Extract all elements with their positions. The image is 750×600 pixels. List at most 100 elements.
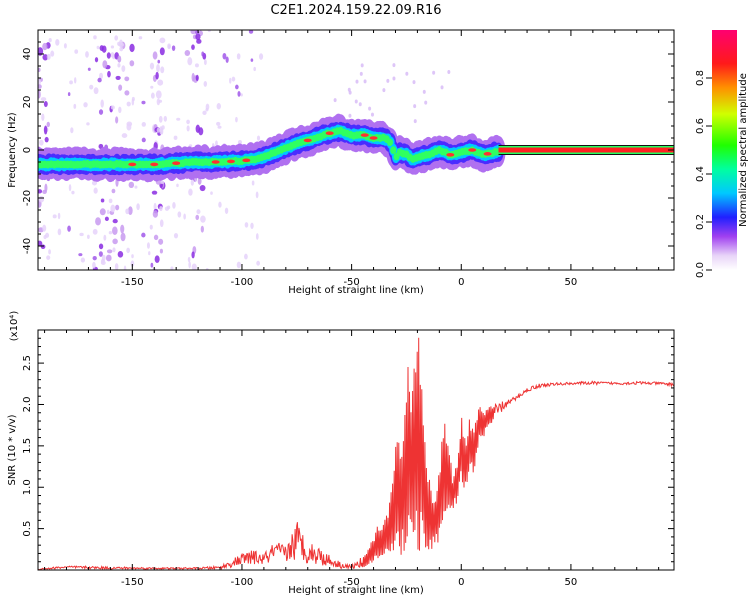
spectral-speckle xyxy=(235,84,239,90)
spectral-speckle xyxy=(48,249,51,255)
spectral-speckle xyxy=(382,88,386,93)
spectral-speckle xyxy=(79,232,84,237)
spectral-speckle xyxy=(85,51,89,58)
spectral-speckle xyxy=(102,60,108,69)
spectral-speckle xyxy=(159,47,165,56)
spectral-speckle xyxy=(256,260,260,266)
spectral-speckle xyxy=(107,70,111,78)
spectral-speckle xyxy=(42,54,49,61)
spectral-speckle xyxy=(141,122,146,127)
spectral-speckle xyxy=(46,121,50,128)
spectral-speckle xyxy=(168,44,171,49)
x-tick-label: -50 xyxy=(343,277,359,288)
spectral-speckle xyxy=(38,195,45,203)
colorbar-label: Normalized spectral amplitude xyxy=(738,73,749,227)
spectral-speckle xyxy=(255,191,259,199)
y-tick-label: -40 xyxy=(22,238,33,254)
spectral-speckle xyxy=(105,254,112,262)
spectral-speckle xyxy=(120,232,126,242)
spectral-speckle xyxy=(124,90,130,96)
spectral-speckle xyxy=(161,125,165,130)
spectral-speckle xyxy=(45,232,50,238)
spectral-speckle xyxy=(106,52,111,59)
spectral-speckle xyxy=(176,183,179,188)
spectral-speckle xyxy=(187,57,193,66)
spectral-speckle xyxy=(432,70,436,75)
spectral-speckle xyxy=(92,261,96,269)
spectral-speckle xyxy=(95,217,101,226)
spectral-speckle xyxy=(358,102,362,107)
spectral-speckle xyxy=(73,77,77,84)
spectral-speckle xyxy=(333,98,337,103)
spectral-speckle xyxy=(110,105,115,110)
spectral-speckle xyxy=(80,257,86,263)
snr-frame xyxy=(37,329,675,571)
y-tick-label: 2.0 xyxy=(22,397,33,413)
spectral-speckle xyxy=(197,177,202,185)
spectral-speckle xyxy=(38,189,43,194)
spectral-speckle xyxy=(46,255,51,260)
spectrogram-plot-area xyxy=(38,30,674,270)
spectral-speckle xyxy=(103,234,107,241)
spectral-speckle xyxy=(42,42,48,51)
spectral-speckle xyxy=(176,117,181,121)
spectral-speckle xyxy=(97,77,102,83)
spectral-speckle xyxy=(124,76,130,82)
spectral-speckle xyxy=(98,243,104,250)
spectral-speckle xyxy=(112,226,118,235)
spectral-speckle xyxy=(117,251,124,258)
spectral-speckle xyxy=(240,93,243,97)
spectral-speckle xyxy=(39,139,44,146)
spectral-speckle xyxy=(99,208,106,216)
spectral-speckle xyxy=(40,97,47,102)
spectral-peak xyxy=(150,162,159,167)
spectral-speckle xyxy=(46,53,51,60)
spectral-speckle xyxy=(149,224,153,230)
spectral-peak xyxy=(360,133,369,137)
spectral-speckle xyxy=(259,53,264,60)
spectral-speckle xyxy=(134,185,138,189)
spectral-speckle xyxy=(217,125,222,129)
spectral-ridge-blob xyxy=(390,146,397,154)
spectral-speckle xyxy=(187,256,191,263)
spectrogram-panel: -150 -100 -50 0 50 -40 -20 0 20 40 Height of stra… xyxy=(7,29,675,296)
spectral-speckle xyxy=(117,41,122,46)
y-tick-label: 2.5 xyxy=(22,355,33,371)
spectral-speckle xyxy=(191,251,195,259)
spectral-peak xyxy=(369,136,378,140)
spectral-speckle xyxy=(173,135,178,140)
spectral-speckle xyxy=(98,251,103,257)
spectral-speckle xyxy=(194,63,199,68)
spectral-peak xyxy=(226,159,235,164)
spectral-speckle xyxy=(236,53,241,60)
spectral-speckle xyxy=(55,39,60,46)
spectral-speckle xyxy=(229,77,232,84)
spectral-speckle xyxy=(118,84,123,91)
spectral-speckle xyxy=(205,267,209,270)
spectral-speckle xyxy=(200,215,206,223)
spectral-speckle xyxy=(92,228,98,235)
spectral-speckle xyxy=(211,143,215,148)
spectral-speckle xyxy=(355,79,359,84)
spectral-speckle xyxy=(38,90,41,99)
spectral-speckle xyxy=(424,100,428,105)
x-tick-label: 50 xyxy=(565,577,578,588)
spectral-peak xyxy=(468,148,477,152)
steady-band-core xyxy=(498,147,674,153)
spectral-speckle xyxy=(201,51,205,57)
spectral-speckle xyxy=(63,43,67,49)
spectral-speckle xyxy=(202,110,207,116)
spectral-speckle xyxy=(68,184,72,192)
spectrogram-ylabel: Frequency (Hz) xyxy=(7,112,18,188)
colorbar-ticks: 0.0 0.2 0.4 0.6 0.8 xyxy=(695,70,712,278)
spectral-speckle xyxy=(154,255,160,263)
y-tick-label: 1.5 xyxy=(22,438,33,454)
spectral-speckle xyxy=(231,76,236,82)
y-tick-label: 40 xyxy=(22,48,33,61)
colorbar-tick-label: 0.0 xyxy=(695,262,706,278)
spectral-speckle xyxy=(87,234,90,239)
y-tick-label: 20 xyxy=(22,96,33,109)
spectral-speckle xyxy=(163,115,168,122)
spectral-speckle xyxy=(126,123,132,131)
snr-plot-area xyxy=(38,337,674,570)
